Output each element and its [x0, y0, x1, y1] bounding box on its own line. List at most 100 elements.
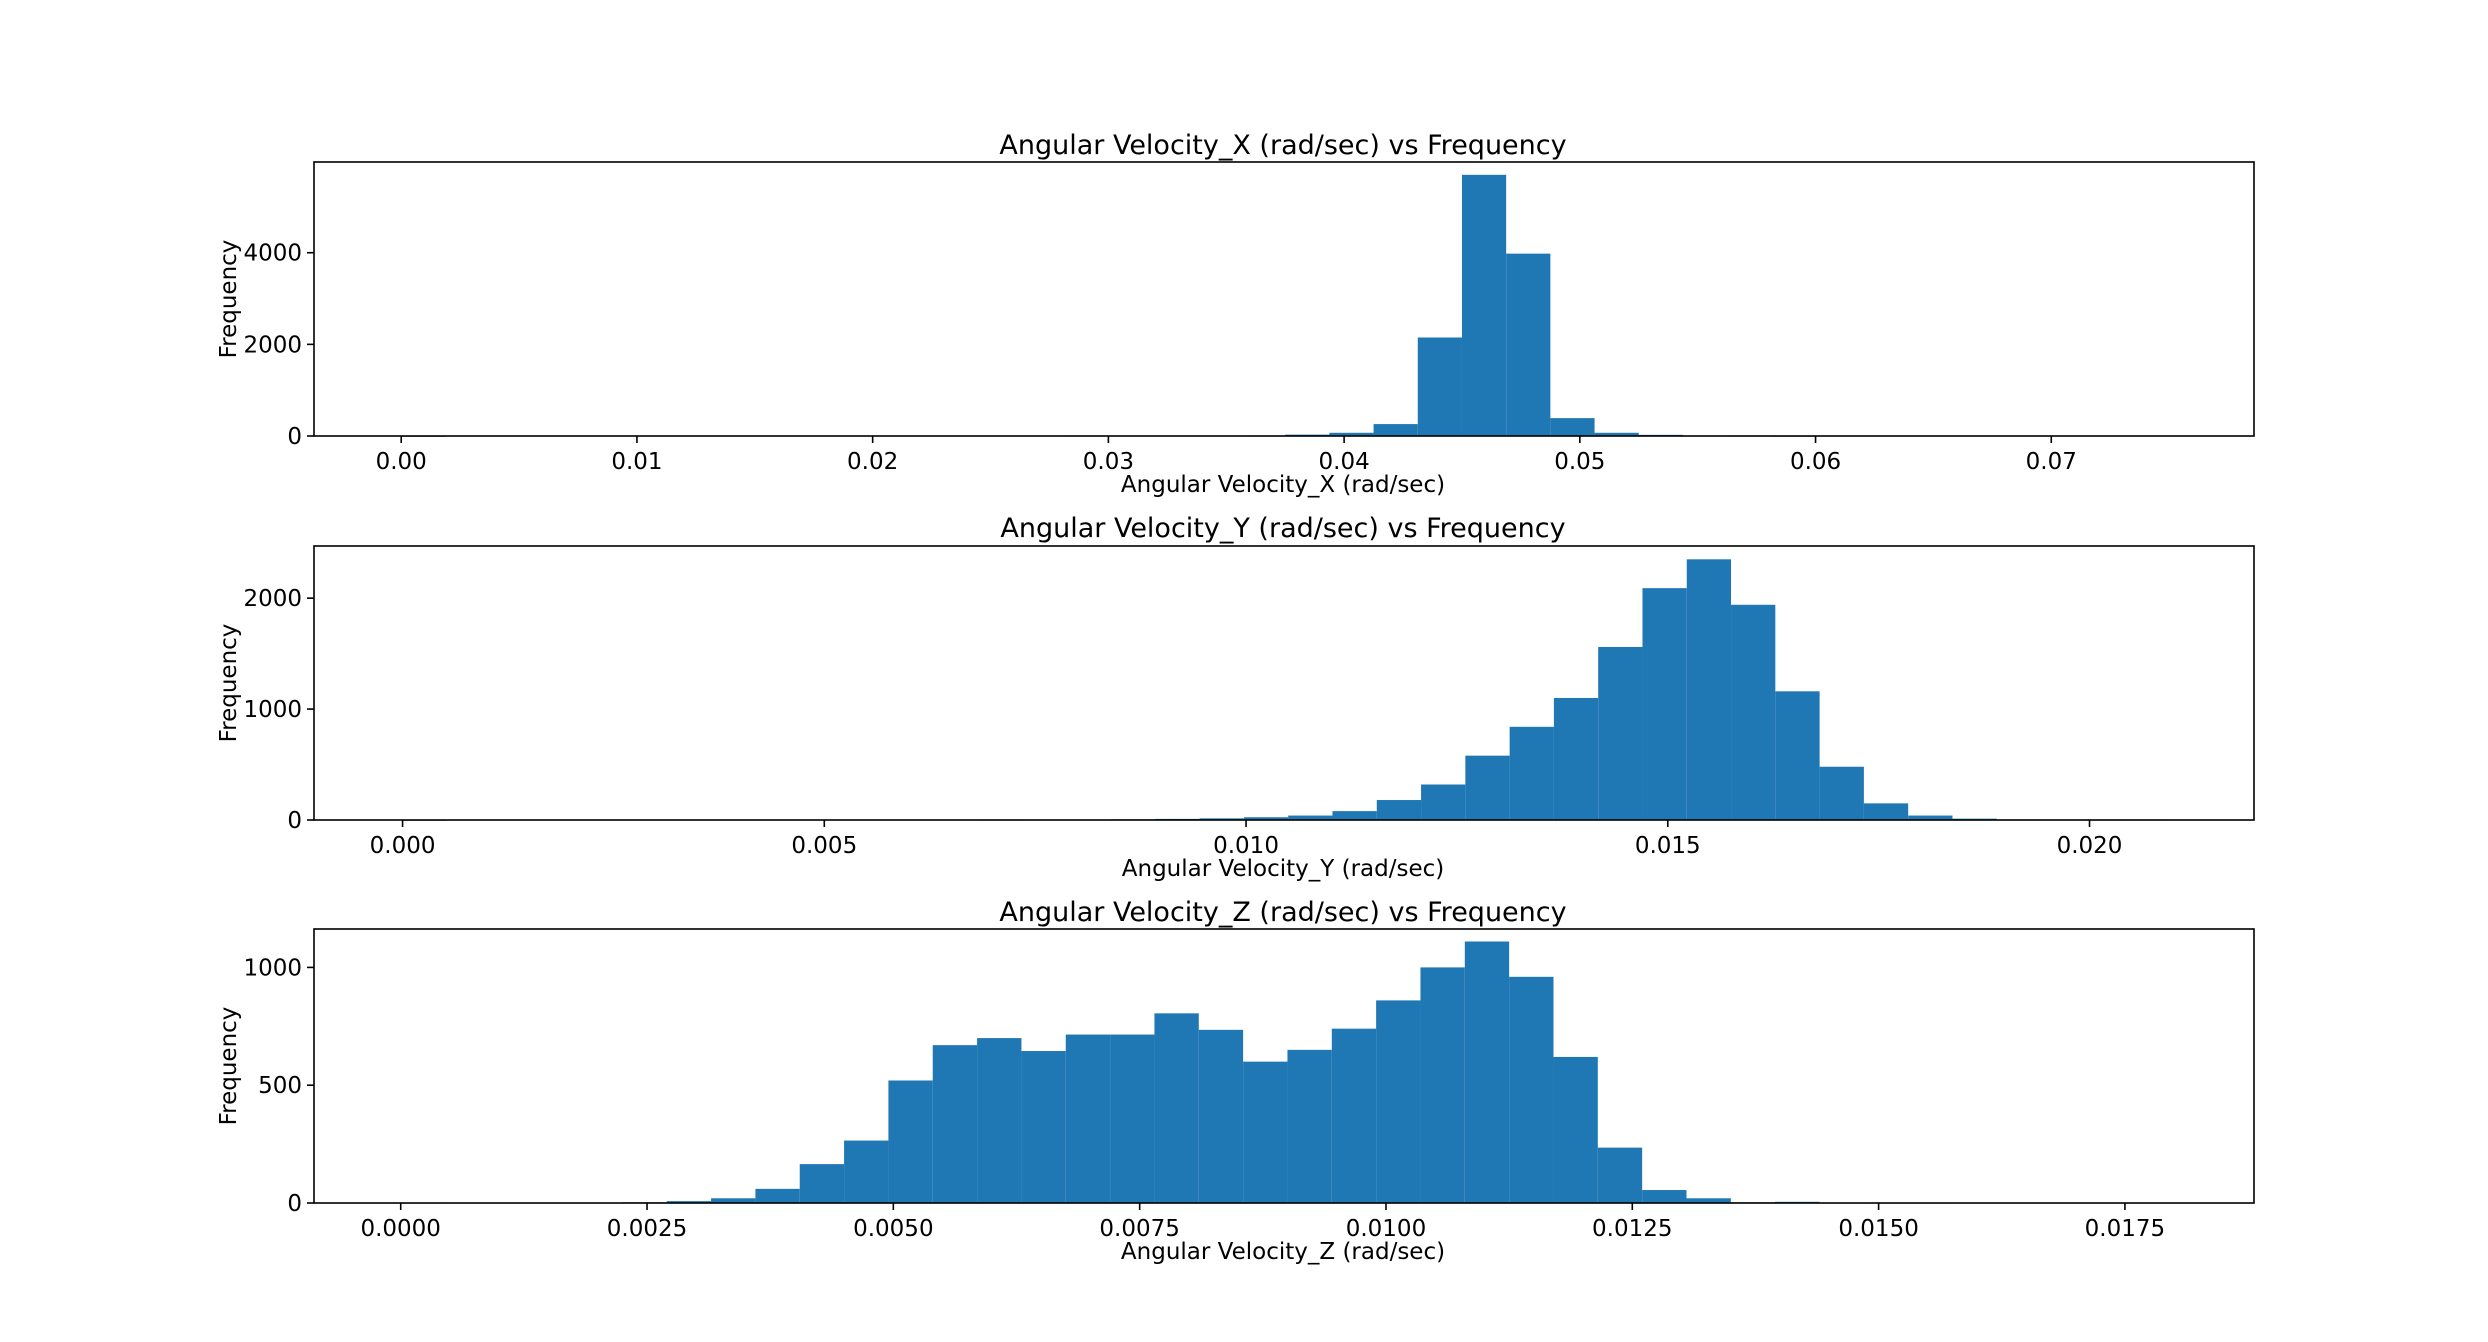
x-tick-label: 0.0125	[1592, 1216, 1672, 1242]
x-tick-label: 0.0175	[2085, 1216, 2165, 1242]
x-tick-label: 0.0075	[1099, 1216, 1179, 1242]
x-axis-label: Angular Velocity_X (rad/sec)	[1121, 472, 1445, 498]
histogram-bar	[888, 1080, 933, 1203]
x-tick-label: 0.015	[1635, 833, 1701, 859]
x-tick-label: 0.00	[376, 449, 427, 475]
bar-group	[402, 559, 2174, 821]
x-axis-label: Angular Velocity_Y (rad/sec)	[1122, 856, 1444, 882]
x-tick-label: 0.005	[791, 833, 857, 859]
x-axis-ticks: 0.00 0.01 0.02 0.03 0.04 0.05 0.06 0.07	[376, 436, 2077, 475]
histogram-bar	[1288, 815, 1333, 820]
histogram-bar	[1775, 691, 1820, 820]
y-tick-label: 2000	[243, 332, 302, 358]
histogram-bar	[1373, 424, 1418, 436]
histogram-bar	[1509, 976, 1554, 1203]
histogram-bar	[1553, 697, 1599, 820]
histogram-bar	[1154, 1013, 1199, 1203]
histogram-bar	[1553, 1056, 1598, 1203]
histogram-bar	[1686, 559, 1732, 820]
histogram-bar	[1421, 784, 1466, 820]
axes-frame	[313, 928, 2255, 1204]
y-axis-label: Frequency	[216, 624, 242, 743]
x-tick-label: 0.03	[1083, 449, 1134, 475]
histogram-bar	[1461, 174, 1507, 436]
histogram-bar	[1686, 1198, 1731, 1203]
plot-title: Angular Velocity_Z (rad/sec) vs Frequenc…	[999, 897, 1566, 928]
histogram-bar	[1287, 1049, 1332, 1203]
histogram-bar	[799, 1164, 845, 1203]
histogram-bar	[1331, 1028, 1377, 1203]
histogram-bar	[1110, 1034, 1155, 1203]
x-tick-label: 0.02	[847, 449, 898, 475]
y-axis-label: Frequency	[216, 240, 242, 359]
y-tick-label: 1000	[243, 697, 302, 723]
x-tick-label: 0.020	[2057, 833, 2123, 859]
x-tick-label: 0.000	[370, 833, 436, 859]
y-axis-label: Frequency	[216, 1007, 242, 1126]
histogram-bar	[1420, 967, 1465, 1203]
histogram-bar	[1376, 1000, 1421, 1203]
histogram-bar	[977, 1038, 1022, 1203]
histogram-bar	[932, 1045, 978, 1203]
histogram-bar	[1731, 604, 1776, 820]
histogram-bar	[1506, 253, 1551, 436]
histogram-bar	[1594, 432, 1639, 436]
x-tick-label: 0.010	[1213, 833, 1279, 859]
subplot-angular-velocity-x: Angular Velocity_X (rad/sec) vs Frequenc…	[216, 130, 2255, 498]
x-tick-label: 0.06	[1790, 449, 1841, 475]
histogram-bar	[711, 1198, 756, 1203]
x-tick-label: 0.0000	[360, 1216, 440, 1242]
x-axis-ticks: 0.000 0.005 0.010 0.015 0.020	[370, 820, 2123, 859]
histogram-bar	[1198, 1029, 1244, 1203]
histogram-bar	[1819, 766, 1864, 820]
histogram-bar	[1332, 811, 1377, 820]
plot-title: Angular Velocity_X (rad/sec) vs Frequenc…	[999, 130, 1566, 161]
bar-group	[400, 941, 1953, 1204]
histogram-bar	[1465, 755, 1510, 820]
histogram-bar	[844, 1140, 889, 1203]
histogram-bar	[1464, 941, 1510, 1203]
histogram-bar	[666, 1201, 712, 1203]
axes-frame	[313, 545, 2255, 821]
subplot-angular-velocity-z: Angular Velocity_Z (rad/sec) vs Frequenc…	[216, 897, 2255, 1265]
y-axis-ticks: 0 1000 2000	[243, 586, 314, 834]
histogram-bar	[1598, 646, 1643, 820]
x-tick-label: 0.01	[611, 449, 662, 475]
y-tick-label: 1000	[243, 955, 302, 981]
axes-frame	[313, 161, 2255, 437]
x-tick-label: 0.0100	[1346, 1216, 1426, 1242]
y-tick-label: 4000	[243, 241, 302, 267]
histogram-bar	[1199, 818, 1244, 820]
histogram-bar	[1642, 588, 1687, 820]
x-tick-label: 0.0050	[853, 1216, 933, 1242]
histogram-bar	[1597, 1147, 1643, 1203]
x-tick-label: 0.0025	[607, 1216, 687, 1242]
histogram-bar	[755, 1188, 800, 1203]
histogram-bar	[1065, 1034, 1111, 1203]
x-tick-label: 0.04	[1319, 449, 1370, 475]
x-tick-label: 0.05	[1554, 449, 1605, 475]
x-axis-ticks: 0.0000 0.0025 0.0050 0.0075 0.0100 0.0125 0.01…	[360, 1203, 2165, 1242]
histogram-bar	[1908, 815, 1953, 820]
histogram-bar	[1329, 432, 1374, 436]
bar-group	[401, 174, 1816, 437]
y-tick-label: 500	[258, 1073, 302, 1099]
histogram-bar	[1550, 418, 1595, 436]
histogram-bar	[1863, 803, 1909, 820]
histogram-bar	[1417, 337, 1462, 436]
plot-title: Angular Velocity_Y (rad/sec) vs Frequenc…	[1000, 513, 1565, 544]
y-tick-label: 0	[287, 808, 302, 834]
y-axis-ticks: 0 500 1000	[243, 955, 314, 1217]
subplot-angular-velocity-y: Angular Velocity_Y (rad/sec) vs Frequenc…	[216, 513, 2255, 882]
histogram-bar	[1509, 726, 1554, 820]
y-tick-label: 0	[287, 1191, 302, 1217]
y-tick-label: 0	[287, 424, 302, 450]
histogram-bar	[1243, 817, 1289, 820]
y-axis-ticks: 0 2000 4000	[243, 241, 314, 450]
histogram-bar	[1021, 1051, 1066, 1203]
histogram-bar	[1376, 800, 1422, 820]
x-tick-label: 0.07	[2026, 449, 2077, 475]
x-tick-label: 0.0150	[1838, 1216, 1918, 1242]
histogram-bar	[1243, 1061, 1288, 1203]
